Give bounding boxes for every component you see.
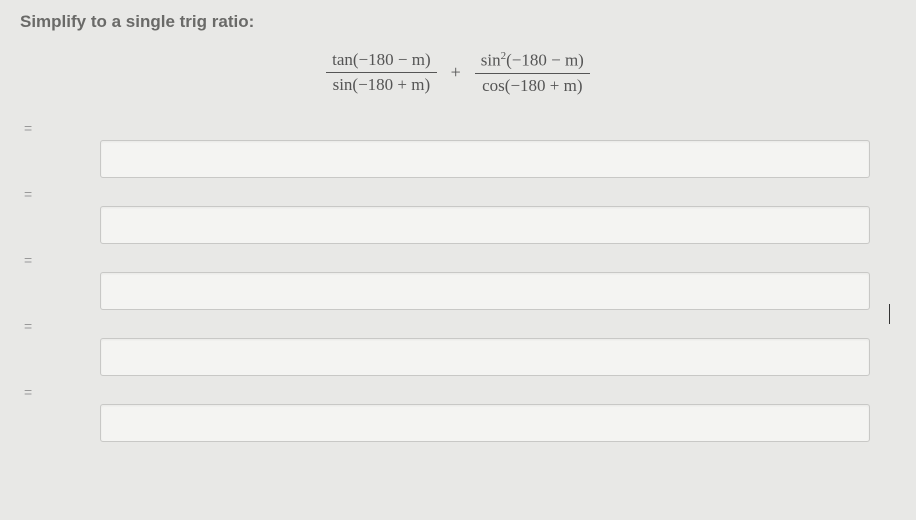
equals-prefix: = — [24, 318, 40, 334]
question-title: Simplify to a single trig ratio: — [20, 12, 896, 32]
answer-row-5: = — [20, 384, 896, 450]
answer-input-3[interactable] — [100, 272, 870, 310]
answer-input-2[interactable] — [100, 206, 870, 244]
answer-row-4: = — [20, 318, 896, 384]
answer-input-1[interactable] — [100, 140, 870, 178]
fraction-1: tan(−180 − m) sin(−180 + m) — [326, 50, 437, 95]
fraction-2: sin2(−180 − m) cos(−180 + m) — [475, 50, 590, 96]
fraction-1-numerator: tan(−180 − m) — [326, 50, 437, 73]
fraction-2-numerator: sin2(−180 − m) — [475, 50, 590, 74]
fraction-1-denominator: sin(−180 + m) — [327, 73, 437, 95]
equals-prefix: = — [24, 186, 40, 202]
equals-prefix: = — [24, 384, 40, 400]
equals-prefix: = — [24, 120, 40, 136]
answer-input-5[interactable] — [100, 404, 870, 442]
formula-display: tan(−180 − m) sin(−180 + m) + sin2(−180 … — [20, 50, 896, 96]
answer-row-3: = — [20, 252, 896, 318]
answer-row-2: = — [20, 186, 896, 252]
fraction-2-denominator: cos(−180 + m) — [476, 74, 588, 96]
text-cursor-icon — [889, 304, 890, 324]
answer-input-4[interactable] — [100, 338, 870, 376]
answer-row-1: = — [20, 120, 896, 186]
equals-prefix: = — [24, 252, 40, 268]
plus-operator: + — [449, 62, 463, 83]
